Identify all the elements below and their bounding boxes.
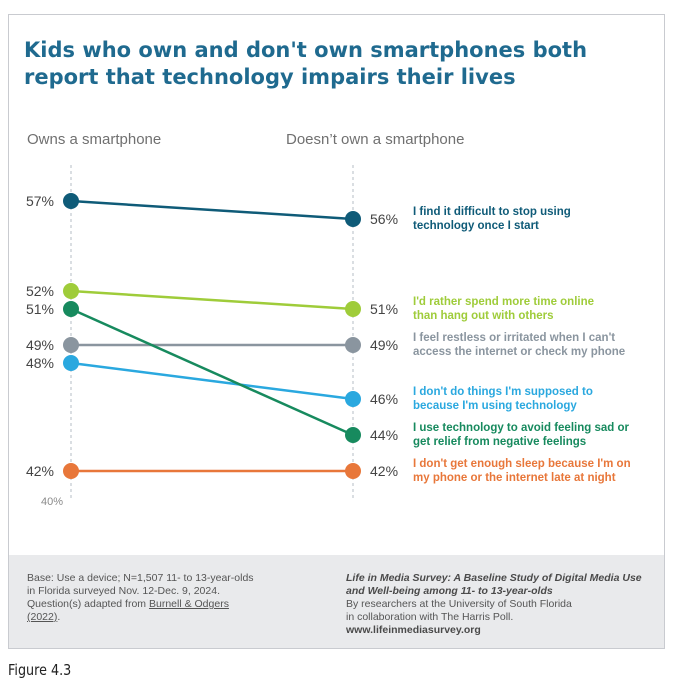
series-label-line: I don't do things I'm supposed to — [413, 386, 593, 398]
data-point-does-not-own — [345, 427, 361, 443]
value-label-does-not-own: 46% — [370, 391, 398, 407]
reference-year-link[interactable]: (2022) — [27, 611, 58, 623]
series-line — [70, 307, 354, 437]
series-label: I feel restless or irritated when I can'… — [413, 332, 625, 358]
data-point-owns — [63, 301, 79, 317]
series-label-line: I use technology to avoid feeling sad or — [413, 422, 630, 434]
value-label-owns: 57% — [26, 193, 54, 209]
data-point-owns — [63, 337, 79, 353]
column-header-does-not-own: Doesn’t own a smartphone — [286, 131, 465, 148]
data-point-does-not-own — [345, 301, 361, 317]
value-label-does-not-own: 56% — [370, 211, 398, 227]
series-label: I'd rather spend more time online than ha… — [413, 296, 594, 322]
source-line: in collaboration with The Harris Poll. — [346, 611, 514, 623]
value-label-owns: 52% — [26, 283, 54, 299]
base-note-line: Base: Use a device; N=1,507 11- to 13-ye… — [27, 572, 254, 584]
figure-card: Kids who own and don't own smartphones b… — [8, 14, 665, 649]
value-label-owns: 51% — [26, 301, 54, 317]
slope-chart: 40% 57% 56% I find it difficult to stop usi… — [26, 165, 631, 508]
data-point-does-not-own — [345, 211, 361, 227]
series-line — [70, 289, 354, 311]
series-label-line: access the internet or check my phone — [413, 346, 625, 358]
data-point-does-not-own — [345, 463, 361, 479]
value-label-does-not-own: 44% — [370, 427, 398, 443]
data-point-owns — [63, 355, 79, 371]
series-label-line: because I'm using technology — [413, 400, 577, 412]
source-note: Life in Media Survey: A Baseline Study o… — [346, 572, 661, 637]
chart-title: Kids who own and don't own smartphones b… — [24, 38, 588, 89]
series-label-line: technology once I start — [413, 220, 539, 232]
base-note: Base: Use a device; N=1,507 11- to 13-ye… — [27, 572, 282, 624]
base-note-text: Question(s) adapted from — [27, 598, 147, 610]
series-label-line: I don't get enough sleep because I'm on — [413, 458, 631, 470]
column-header-owns: Owns a smartphone — [27, 131, 162, 148]
value-label-owns: 49% — [26, 337, 54, 353]
data-point-owns — [63, 463, 79, 479]
base-note-line: (2022). — [27, 611, 282, 624]
value-label-owns: 48% — [26, 355, 54, 371]
data-point-owns — [63, 193, 79, 209]
data-point-does-not-own — [345, 337, 361, 353]
series-line — [70, 199, 354, 221]
value-label-does-not-own: 49% — [370, 337, 398, 353]
base-note-line: in Florida surveyed Nov. 12-Dec. 9, 2024… — [27, 585, 220, 597]
footer: Base: Use a device; N=1,507 11- to 13-ye… — [9, 555, 664, 648]
series-line — [70, 361, 354, 401]
data-point-does-not-own — [345, 391, 361, 407]
series-label: I use technology to avoid feeling sad or… — [413, 422, 630, 448]
series-label-line: I find it difficult to stop using — [413, 206, 571, 218]
series-label-line: my phone or the internet late at night — [413, 472, 616, 484]
series-label-line: I feel restless or irritated when I can'… — [413, 332, 615, 344]
series-label-line: than hang out with others — [413, 310, 554, 322]
survey-url[interactable]: www.lifeinmediasurvey.org — [346, 624, 481, 636]
base-note-end: . — [57, 611, 61, 623]
study-title: Life in Media Survey: A Baseline Study o… — [346, 572, 642, 597]
series-label: I don't get enough sleep because I'm on m… — [413, 458, 631, 484]
reference-link[interactable]: Burnell & Odgers — [148, 598, 229, 610]
figure-label: Figure 4.3 — [8, 661, 72, 679]
axis-min-label: 40% — [41, 496, 63, 508]
series-label-line: get relief from negative feelings — [413, 436, 586, 448]
base-note-line: Question(s) adapted from Burnell & Odger… — [27, 598, 282, 611]
source-line: By researchers at the University of Sout… — [346, 598, 572, 610]
series-label: I don't do things I'm supposed to because… — [413, 386, 593, 412]
value-label-owns: 42% — [26, 463, 54, 479]
data-point-owns — [63, 283, 79, 299]
value-label-does-not-own: 51% — [370, 301, 398, 317]
series-label-line: I'd rather spend more time online — [413, 296, 594, 308]
series-label: I find it difficult to stop using technol… — [413, 206, 571, 232]
value-label-does-not-own: 42% — [370, 463, 398, 479]
